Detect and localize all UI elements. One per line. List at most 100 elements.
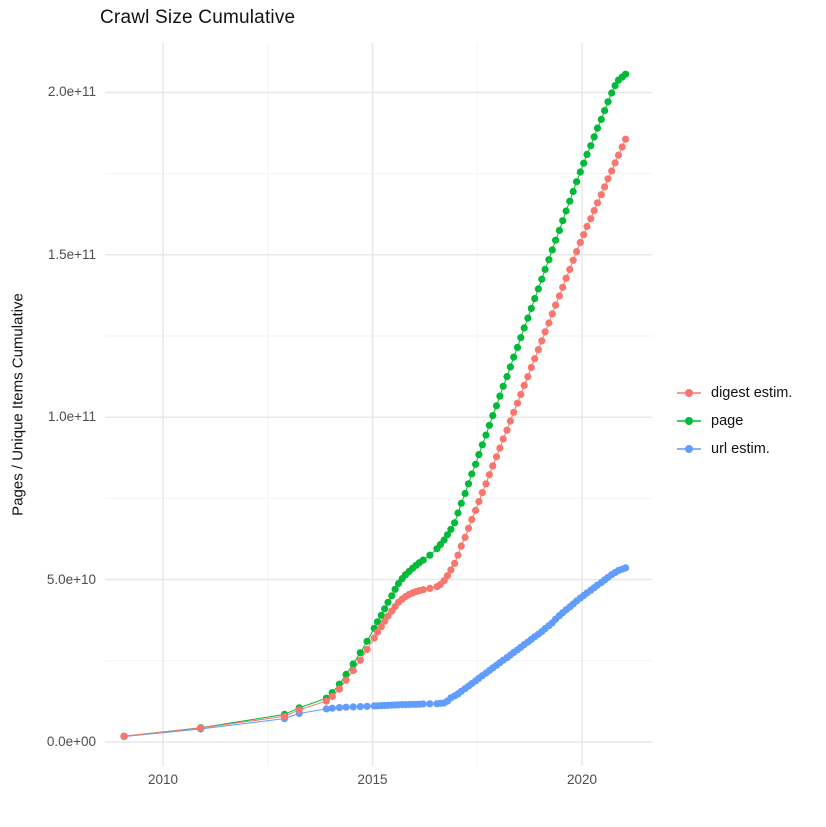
data-point-digest-estim- — [583, 222, 591, 231]
data-point-digest-estim- — [472, 506, 480, 514]
data-point-url-estim- — [335, 704, 343, 712]
data-point-page — [489, 412, 497, 420]
data-point-digest-estim- — [426, 584, 434, 593]
data-point-page — [587, 142, 595, 150]
data-point-page — [583, 150, 591, 158]
data-point-digest-estim- — [322, 697, 330, 705]
data-point-page — [485, 421, 493, 429]
data-point-digest-estim- — [593, 199, 602, 207]
data-point-page — [443, 531, 452, 539]
data-point-digest-estim- — [597, 191, 605, 199]
data-point-page — [622, 70, 630, 78]
data-point-digest-estim- — [451, 559, 459, 568]
data-point-page — [391, 585, 399, 593]
data-point-page — [454, 509, 462, 517]
data-point-digest-estim- — [517, 390, 525, 399]
data-point-digest-estim- — [534, 346, 542, 354]
data-point-page — [457, 499, 465, 507]
legend-label: page — [711, 413, 744, 429]
data-point-digest-estim- — [611, 159, 619, 167]
data-point-page — [451, 519, 459, 527]
data-point-page — [447, 525, 455, 533]
data-point-digest-estim- — [552, 301, 560, 309]
data-point-digest-estim- — [457, 542, 465, 550]
data-point-digest-estim- — [447, 566, 455, 574]
legend-item-url-estim-: url estim. — [676, 435, 792, 463]
data-point-page — [394, 579, 403, 588]
data-point-url-estim- — [426, 700, 434, 708]
data-point-digest-estim- — [461, 533, 469, 541]
data-point-page — [573, 178, 581, 186]
data-point-digest-estim- — [381, 617, 389, 625]
plot-panel — [105, 43, 652, 766]
data-point-digest-estim- — [370, 634, 378, 642]
data-point-page — [506, 363, 514, 371]
data-point-page — [377, 611, 385, 619]
data-point-page — [496, 392, 504, 400]
data-point-page — [510, 353, 518, 361]
legend-label: url estim. — [711, 441, 770, 457]
chart-title: Crawl Size Cumulative — [100, 7, 296, 28]
legend: digest estim. page url estim. — [676, 379, 792, 463]
series-line-page — [123, 73, 626, 737]
y-tick-label: 2.0e+11 — [47, 84, 96, 100]
data-point-url-estim- — [322, 705, 330, 713]
data-point-page — [482, 431, 490, 439]
data-point-page — [520, 324, 528, 332]
data-point-page — [601, 107, 609, 115]
data-point-digest-estim- — [562, 274, 570, 282]
data-point-page — [534, 285, 542, 293]
data-point-digest-estim- — [524, 373, 532, 381]
data-point-digest-estim- — [454, 551, 462, 559]
legend-key-icon — [677, 445, 701, 453]
data-point-page — [492, 402, 501, 410]
data-point-page — [356, 649, 364, 657]
data-point-page — [555, 226, 563, 234]
data-point-url-estim- — [328, 704, 336, 712]
data-point-page — [580, 159, 588, 167]
data-point-digest-estim- — [580, 231, 588, 239]
data-point-digest-estim- — [590, 207, 598, 215]
legend-key-icon — [677, 417, 701, 425]
legend-item-digest-estim-: digest estim. — [676, 379, 792, 407]
x-tick-label: 2010 — [147, 772, 179, 787]
data-point-digest-estim- — [464, 524, 473, 532]
data-point-digest-estim- — [608, 167, 616, 175]
data-point-digest-estim- — [443, 572, 452, 580]
data-point-page — [426, 551, 434, 559]
data-point-page — [472, 460, 480, 468]
data-point-page — [566, 197, 574, 205]
series-line-url-estim- — [123, 567, 626, 737]
data-point-url-estim- — [349, 703, 357, 711]
data-point-url-estim- — [622, 564, 630, 572]
data-point-page — [531, 295, 539, 303]
data-point-page — [608, 89, 616, 97]
data-point-digest-estim- — [295, 706, 303, 714]
data-point-digest-estim- — [555, 292, 563, 300]
data-point-page — [388, 592, 396, 600]
data-point-page — [499, 382, 507, 390]
data-point-digest-estim- — [482, 480, 490, 488]
data-point-page — [541, 265, 549, 273]
data-point-page — [461, 489, 469, 498]
legend-key-icon — [677, 389, 701, 397]
data-point-digest-estim- — [419, 586, 427, 594]
data-point-digest-estim- — [569, 256, 577, 264]
data-point-page — [342, 670, 350, 679]
data-point-digest-estim- — [363, 645, 371, 654]
data-point-page — [503, 373, 511, 381]
data-point-page — [373, 618, 382, 626]
y-axis-title: Pages / Unique Items Cumulative — [9, 293, 27, 516]
data-point-url-estim- — [356, 703, 364, 711]
data-point-digest-estim- — [527, 363, 535, 372]
data-point-url-estim- — [363, 702, 371, 710]
data-point-digest-estim- — [197, 724, 205, 732]
x-tick-label: 2020 — [566, 772, 598, 787]
data-point-digest-estim- — [492, 453, 501, 461]
data-point-page — [552, 236, 560, 244]
data-point-page — [440, 536, 448, 544]
data-point-digest-estim- — [618, 143, 626, 151]
data-point-page — [349, 660, 357, 668]
data-point-digest-estim- — [601, 183, 609, 191]
